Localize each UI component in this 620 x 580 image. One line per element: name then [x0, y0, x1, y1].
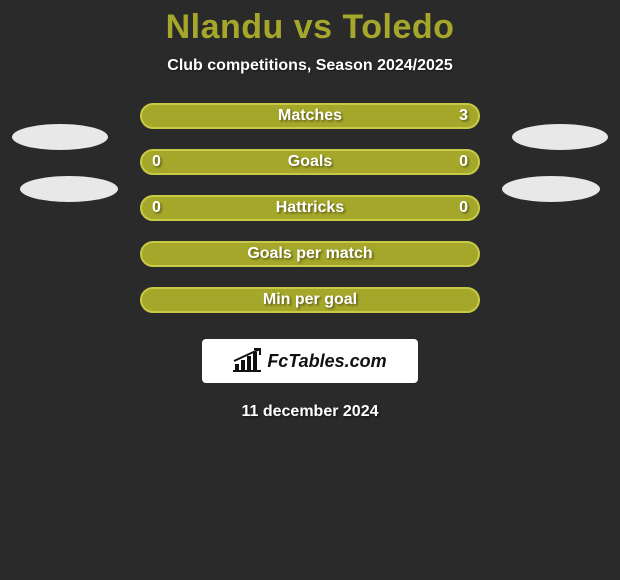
- player2-club-placeholder: [502, 176, 600, 202]
- arrow-icon: [233, 348, 263, 362]
- player1-name: Nlandu: [166, 8, 284, 46]
- stat-label: Min per goal: [142, 291, 478, 309]
- player2-name: Toledo: [343, 8, 455, 46]
- container: Nlandu vs Toledo Club competitions, Seas…: [0, 0, 620, 580]
- stat-row-goals-per-match: Goals per match: [140, 241, 480, 267]
- stat-left-value: 0: [152, 153, 161, 171]
- vs-text: vs: [294, 8, 333, 46]
- stat-row-goals: 0 Goals 0: [140, 149, 480, 175]
- date: 11 december 2024: [0, 403, 620, 421]
- stat-row-matches: Matches 3: [140, 103, 480, 129]
- subtitle: Club competitions, Season 2024/2025: [0, 57, 620, 75]
- page-title: Nlandu vs Toledo: [0, 8, 620, 47]
- stat-row-min-per-goal: Min per goal: [140, 287, 480, 313]
- stat-right-value: 0: [459, 153, 468, 171]
- stat-row-hattricks: 0 Hattricks 0: [140, 195, 480, 221]
- source-label: FcTables.com: [267, 351, 386, 372]
- player1-photo-placeholder: [12, 124, 108, 150]
- chart-icon: [233, 350, 261, 372]
- player1-club-placeholder: [20, 176, 118, 202]
- source-badge: FcTables.com: [202, 339, 418, 383]
- stat-right-value: 3: [459, 107, 468, 125]
- stat-left-value: 0: [152, 199, 161, 217]
- stat-label: Goals per match: [142, 245, 478, 263]
- stat-right-value: 0: [459, 199, 468, 217]
- player2-photo-placeholder: [512, 124, 608, 150]
- stat-label: Hattricks: [142, 199, 478, 217]
- stat-label: Goals: [142, 153, 478, 171]
- stat-label: Matches: [142, 107, 478, 125]
